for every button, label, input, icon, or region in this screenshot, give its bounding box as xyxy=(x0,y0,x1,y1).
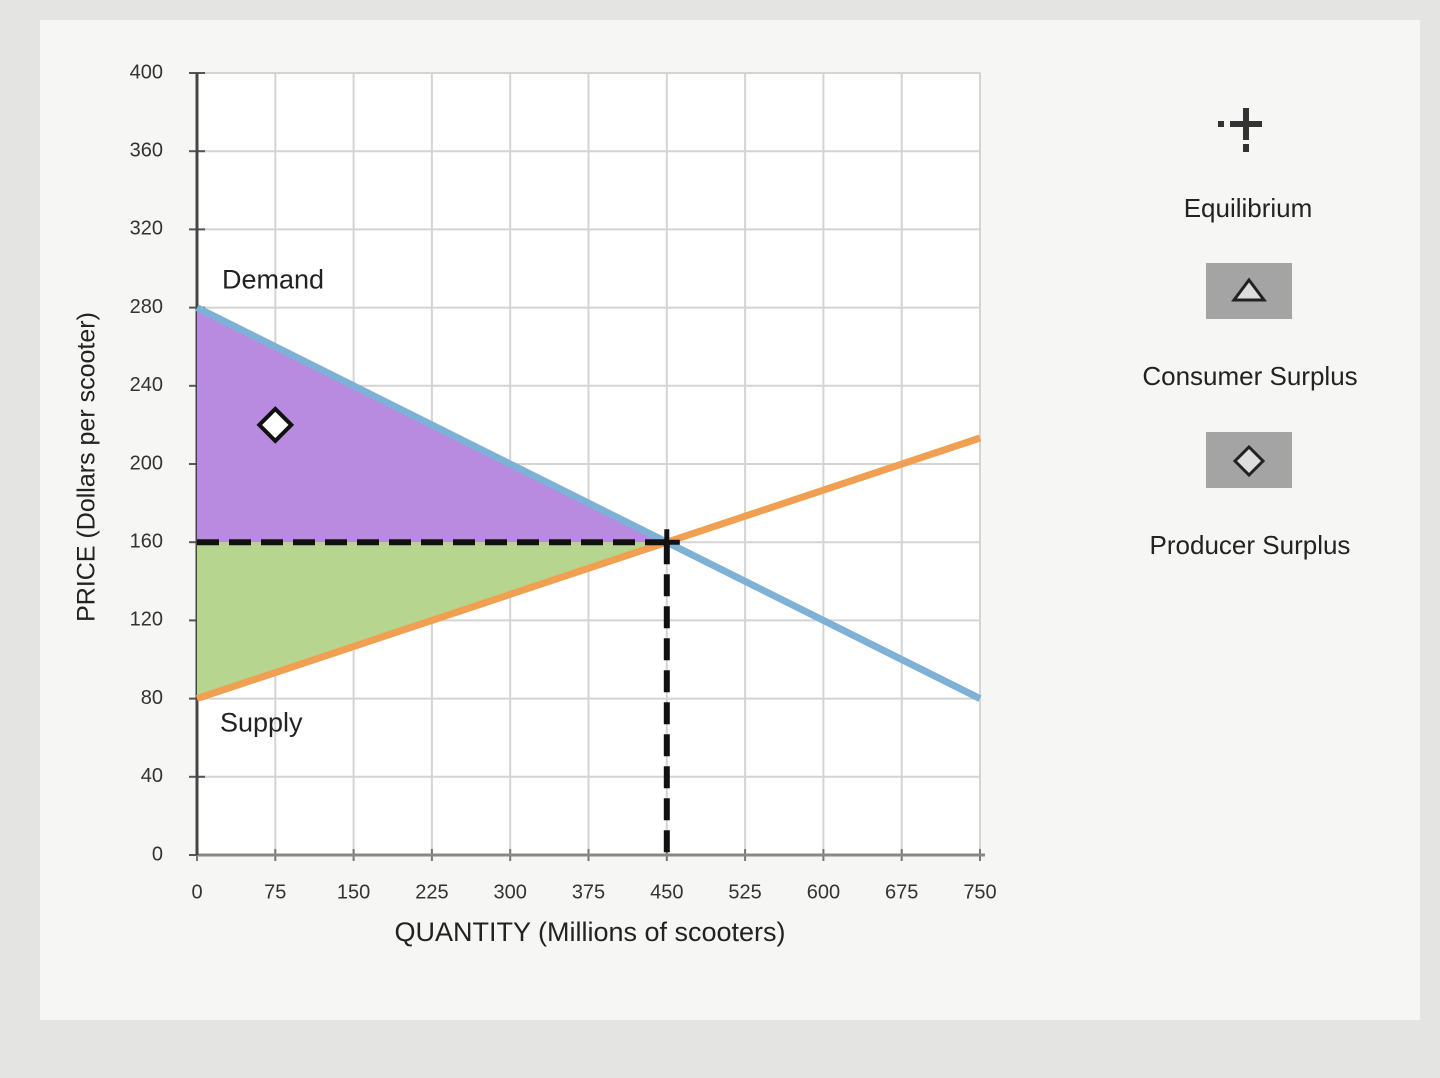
triangle-icon[interactable] xyxy=(1231,277,1267,302)
curve xyxy=(195,304,982,702)
x-tick-label: 450 xyxy=(650,881,683,903)
equilibrium-tool-icon[interactable] xyxy=(1218,108,1262,152)
curve-label: Demand xyxy=(222,265,324,295)
y-tick-label: 120 xyxy=(130,609,163,631)
y-tick-label: 320 xyxy=(130,218,163,240)
equilibrium-point xyxy=(653,529,680,556)
curve-label: Supply xyxy=(220,708,303,738)
x-tick-label: 225 xyxy=(415,881,448,903)
tool-label[interactable]: Consumer Surplus xyxy=(1142,361,1357,391)
y-tick-label: 200 xyxy=(130,452,163,474)
x-tick-label: 375 xyxy=(572,881,605,903)
y-tick-label: 80 xyxy=(141,687,163,709)
x-tick-label: 0 xyxy=(191,881,202,903)
x-tick-label: 750 xyxy=(963,881,996,903)
curve xyxy=(195,434,982,702)
y-tick-label: 360 xyxy=(130,139,163,161)
diamond-marker xyxy=(256,406,295,444)
tool-label[interactable]: Producer Surplus xyxy=(1150,530,1351,560)
y-tick-label: 400 xyxy=(130,61,163,83)
tool-label[interactable]: Equilibrium xyxy=(1184,193,1313,223)
x-tick-label: 600 xyxy=(807,881,840,903)
x-tick-label: 75 xyxy=(264,881,286,903)
y-tick-label: 280 xyxy=(130,296,163,318)
x-tick-label: 675 xyxy=(885,881,918,903)
x-tick-label: 525 xyxy=(728,881,761,903)
x-tick-label: 150 xyxy=(337,881,370,903)
y-tick-label: 0 xyxy=(152,843,163,865)
y-axis-title: PRICE (Dollars per scooter) xyxy=(73,312,101,622)
x-axis-title: QUANTITY (Millions of scooters) xyxy=(394,917,785,947)
y-tick-label: 240 xyxy=(130,374,163,396)
y-tick-label: 40 xyxy=(141,765,163,787)
y-tick-label: 160 xyxy=(130,530,163,552)
diamond-icon[interactable] xyxy=(1232,444,1266,478)
x-tick-label: 300 xyxy=(494,881,527,903)
